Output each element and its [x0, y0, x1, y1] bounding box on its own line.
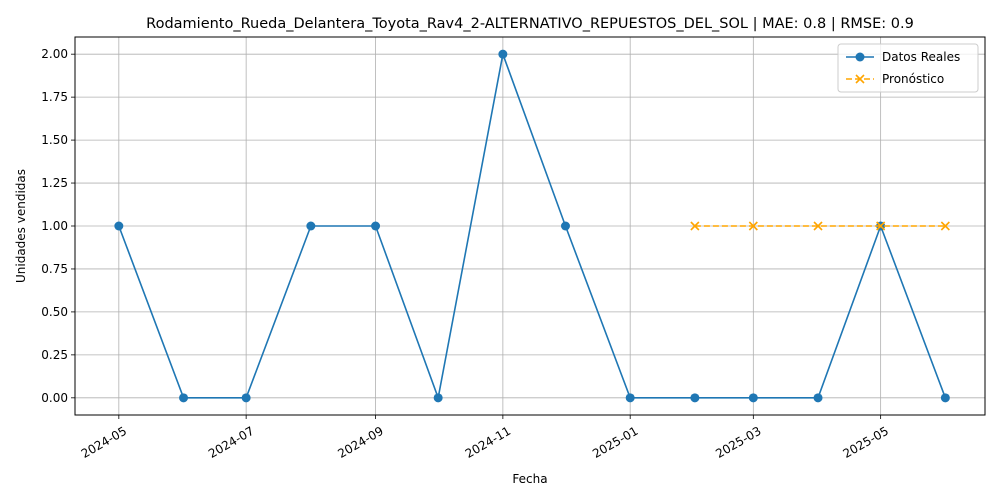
series-line-datos-reales	[118, 51, 947, 401]
y-tick-label: 0.25	[41, 348, 68, 362]
legend-label: Pronóstico	[882, 72, 944, 86]
chart-title: Rodamiento_Rueda_Delantera_Toyota_Rav4_2…	[146, 16, 914, 32]
y-tick-label: 1.75	[41, 90, 68, 104]
forecast-point	[813, 221, 823, 231]
legend: Datos Reales Pronóstico	[837, 43, 979, 93]
data-point	[306, 221, 316, 231]
x-marker-stroke	[813, 221, 823, 231]
y-tick-label: 2.00	[41, 47, 68, 61]
data-point	[179, 393, 189, 403]
x-axis-label: Fecha	[512, 472, 547, 486]
data-point	[813, 393, 823, 403]
legend-box	[837, 43, 979, 93]
x-marker-stroke	[748, 221, 758, 231]
data-point	[560, 221, 570, 231]
x-marker-stroke	[690, 221, 700, 231]
data-point	[433, 393, 443, 403]
legend-item: Datos Reales	[846, 50, 960, 64]
data-point	[371, 221, 381, 231]
x-marker-stroke	[876, 221, 886, 231]
legend-label: Datos Reales	[882, 50, 960, 64]
data-point	[625, 393, 635, 403]
y-tick-label: 1.00	[41, 219, 68, 233]
forecast-point	[690, 221, 700, 231]
y-tick-label: 1.50	[41, 133, 68, 147]
plot-frame	[74, 36, 986, 416]
data-point	[748, 393, 758, 403]
forecast-point	[876, 221, 886, 231]
y-tick-label: 0.00	[41, 391, 68, 405]
series-layer	[114, 49, 950, 403]
data-point	[498, 49, 508, 59]
y-tick-label: 0.50	[41, 305, 68, 319]
forecast-point	[940, 221, 950, 231]
y-tick-label: 1.25	[41, 176, 68, 190]
data-point	[690, 393, 700, 403]
legend-marker	[855, 74, 865, 84]
y-tick-label: 0.75	[41, 262, 68, 276]
legend-item: Pronóstico	[846, 72, 944, 86]
legend-marker	[855, 52, 865, 62]
data-point	[940, 393, 950, 403]
x-marker-stroke	[940, 221, 950, 231]
data-point	[114, 221, 124, 231]
data-point	[241, 393, 251, 403]
y-axis-label: Unidades vendidas	[14, 169, 28, 283]
forecast-point	[748, 221, 758, 231]
